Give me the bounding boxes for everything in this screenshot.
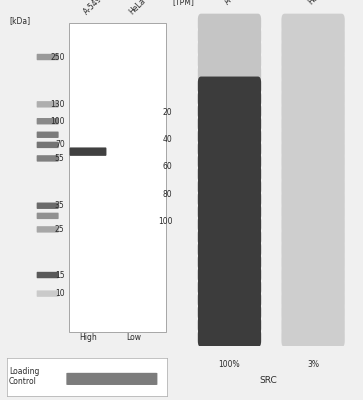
FancyBboxPatch shape — [281, 177, 345, 196]
FancyBboxPatch shape — [281, 64, 345, 83]
FancyBboxPatch shape — [281, 252, 345, 272]
Text: 250: 250 — [50, 52, 65, 62]
Text: High: High — [79, 333, 97, 342]
FancyBboxPatch shape — [281, 26, 345, 45]
FancyBboxPatch shape — [37, 142, 59, 148]
FancyBboxPatch shape — [198, 89, 261, 108]
FancyBboxPatch shape — [198, 228, 261, 246]
FancyBboxPatch shape — [281, 14, 345, 33]
Text: [kDa]: [kDa] — [9, 16, 30, 26]
FancyBboxPatch shape — [281, 290, 345, 309]
FancyBboxPatch shape — [198, 164, 261, 184]
FancyBboxPatch shape — [281, 140, 345, 158]
FancyBboxPatch shape — [198, 177, 261, 196]
FancyBboxPatch shape — [281, 102, 345, 121]
FancyBboxPatch shape — [198, 303, 261, 322]
Text: HeLa: HeLa — [127, 0, 147, 16]
FancyBboxPatch shape — [198, 190, 261, 209]
Text: 10: 10 — [55, 289, 65, 298]
Text: A-549: A-549 — [223, 0, 245, 6]
FancyBboxPatch shape — [198, 39, 261, 58]
Text: 60: 60 — [163, 162, 172, 171]
FancyBboxPatch shape — [281, 202, 345, 221]
FancyBboxPatch shape — [281, 164, 345, 184]
FancyBboxPatch shape — [37, 213, 59, 219]
FancyBboxPatch shape — [198, 202, 261, 221]
FancyBboxPatch shape — [198, 26, 261, 45]
FancyBboxPatch shape — [281, 316, 345, 334]
FancyBboxPatch shape — [37, 202, 59, 209]
Text: 55: 55 — [55, 154, 65, 163]
Text: 15: 15 — [55, 270, 65, 280]
FancyBboxPatch shape — [198, 328, 261, 347]
FancyBboxPatch shape — [281, 215, 345, 234]
FancyBboxPatch shape — [198, 252, 261, 272]
Text: A-549: A-549 — [82, 0, 104, 16]
FancyBboxPatch shape — [37, 226, 59, 233]
FancyBboxPatch shape — [37, 101, 59, 108]
FancyBboxPatch shape — [198, 316, 261, 334]
FancyBboxPatch shape — [198, 114, 261, 133]
FancyBboxPatch shape — [281, 303, 345, 322]
FancyBboxPatch shape — [281, 127, 345, 146]
FancyBboxPatch shape — [198, 278, 261, 297]
FancyBboxPatch shape — [198, 51, 261, 70]
Text: 20: 20 — [163, 108, 172, 117]
FancyBboxPatch shape — [198, 215, 261, 234]
FancyBboxPatch shape — [66, 373, 158, 385]
Text: Low: Low — [126, 333, 141, 342]
Text: 100%: 100% — [219, 360, 240, 368]
Text: 80: 80 — [163, 190, 172, 199]
FancyBboxPatch shape — [37, 272, 59, 278]
Text: HeLa: HeLa — [307, 0, 327, 6]
FancyBboxPatch shape — [281, 152, 345, 171]
FancyBboxPatch shape — [198, 240, 261, 259]
Text: RNA
[TPM]: RNA [TPM] — [172, 0, 195, 6]
FancyBboxPatch shape — [281, 328, 345, 347]
FancyBboxPatch shape — [70, 148, 106, 156]
FancyBboxPatch shape — [281, 76, 345, 96]
FancyBboxPatch shape — [281, 39, 345, 58]
FancyBboxPatch shape — [198, 76, 261, 96]
Text: 3%: 3% — [307, 360, 319, 368]
Text: Loading
Control: Loading Control — [9, 367, 40, 386]
FancyBboxPatch shape — [37, 118, 59, 124]
FancyBboxPatch shape — [198, 290, 261, 309]
FancyBboxPatch shape — [37, 155, 59, 162]
Text: 100: 100 — [158, 217, 172, 226]
FancyBboxPatch shape — [37, 132, 59, 138]
FancyBboxPatch shape — [281, 51, 345, 70]
Text: SRC: SRC — [260, 376, 277, 386]
Text: 100: 100 — [50, 117, 65, 126]
FancyBboxPatch shape — [69, 23, 166, 332]
FancyBboxPatch shape — [198, 152, 261, 171]
FancyBboxPatch shape — [37, 290, 59, 297]
FancyBboxPatch shape — [281, 265, 345, 284]
FancyBboxPatch shape — [281, 190, 345, 209]
Text: 35: 35 — [55, 201, 65, 210]
FancyBboxPatch shape — [281, 114, 345, 133]
FancyBboxPatch shape — [281, 89, 345, 108]
FancyBboxPatch shape — [198, 140, 261, 158]
FancyBboxPatch shape — [198, 127, 261, 146]
FancyBboxPatch shape — [198, 102, 261, 121]
FancyBboxPatch shape — [37, 54, 59, 60]
FancyBboxPatch shape — [281, 228, 345, 246]
Text: 25: 25 — [55, 225, 65, 234]
Text: 70: 70 — [55, 140, 65, 149]
FancyBboxPatch shape — [198, 64, 261, 83]
FancyBboxPatch shape — [281, 278, 345, 297]
FancyBboxPatch shape — [198, 265, 261, 284]
FancyBboxPatch shape — [281, 240, 345, 259]
Text: 40: 40 — [163, 135, 172, 144]
Text: 130: 130 — [50, 100, 65, 109]
FancyBboxPatch shape — [198, 14, 261, 33]
